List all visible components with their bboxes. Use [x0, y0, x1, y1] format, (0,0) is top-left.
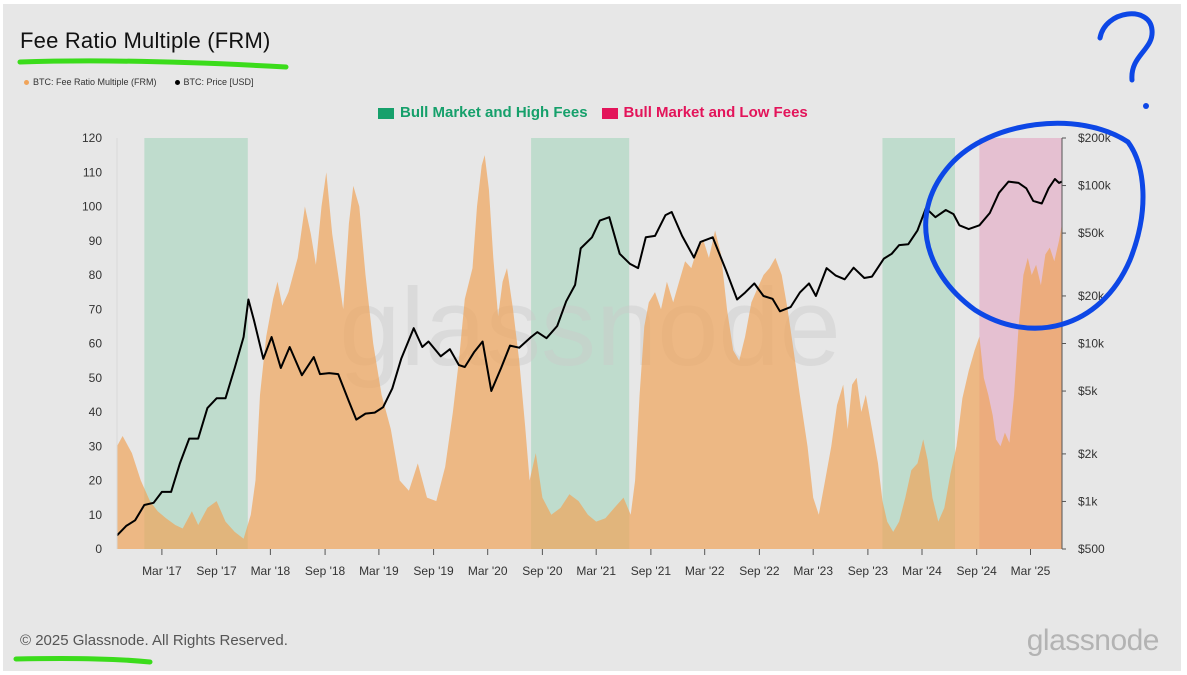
regime-region-1 [531, 138, 630, 549]
x-tick-label: Mar '18 [251, 564, 291, 578]
y-left-tick-label: 30 [89, 439, 103, 453]
x-tick-label: Sep '18 [305, 564, 346, 578]
x-tick-label: Mar '17 [142, 564, 182, 578]
regime-legend-high-fees: Bull Market and High Fees [378, 104, 588, 121]
chart-title: Fee Ratio Multiple (FRM) [20, 28, 271, 53]
question-mark-annotation [1097, 11, 1155, 83]
x-tick-label: Sep '21 [631, 564, 672, 578]
underline-footer-annotation [13, 655, 153, 665]
y-right-tick-label: $2k [1078, 447, 1098, 461]
y-left-tick-label: 10 [89, 508, 103, 522]
legend-label-price: BTC: Price [USD] [183, 77, 254, 87]
x-tick-label: Sep '20 [522, 564, 563, 578]
y-right-tick-label: $500 [1078, 542, 1105, 556]
y-left-tick-label: 70 [89, 302, 103, 316]
y-right-tick-label: $20k [1078, 289, 1105, 303]
regime-label-high-fees: Bull Market and High Fees [400, 104, 588, 121]
question-dot-annotation [1143, 103, 1149, 109]
legend-item-frm[interactable]: BTC: Fee Ratio Multiple (FRM) [24, 77, 157, 87]
y-right-tick-label: $10k [1078, 337, 1105, 351]
regime-legend-low-fees: Bull Market and Low Fees [601, 104, 808, 121]
regime-label-low-fees: Bull Market and Low Fees [623, 104, 808, 121]
regime-swatch-low-fees [601, 107, 618, 119]
highlight-circle-annotation [923, 120, 1146, 331]
y-left-tick-label: 50 [89, 371, 103, 385]
y-left-tick-label: 60 [89, 337, 103, 351]
legend-label-frm: BTC: Fee Ratio Multiple (FRM) [33, 77, 157, 87]
y-left-tick-label: 110 [83, 165, 102, 179]
y-left-tick-label: 90 [89, 234, 103, 248]
x-tick-label: Mar '21 [576, 564, 616, 578]
regime-region-0 [144, 138, 248, 549]
regime-swatch-high-fees [378, 107, 394, 119]
y-right-tick-label: $50k [1078, 226, 1105, 240]
legend-dot-price [174, 79, 180, 85]
underline-title-annotation [17, 58, 289, 70]
price-line [116, 178, 1063, 537]
y-right-tick-label: $1k [1078, 494, 1098, 508]
x-tick-label: Mar '24 [902, 564, 942, 578]
y-right-tick-label: $200k [1078, 131, 1112, 145]
x-tick-label: Sep '22 [739, 564, 780, 578]
x-tick-label: Mar '22 [685, 564, 725, 578]
price-series [116, 178, 1063, 537]
y-left-tick-label: 100 [82, 200, 102, 214]
x-tick-label: Mar '25 [1011, 564, 1051, 578]
y-left-tick-label: 0 [95, 542, 102, 556]
x-tick-label: Mar '23 [793, 564, 833, 578]
legend-dot-frm [24, 79, 29, 85]
x-tick-label: Sep '24 [957, 564, 998, 578]
x-tick-label: Sep '19 [413, 564, 454, 578]
y-left-tick-label: 20 [89, 474, 103, 488]
x-tick-label: Sep '17 [196, 564, 237, 578]
y-left-tick-label: 40 [89, 405, 103, 419]
x-tick-label: Sep '23 [848, 564, 889, 578]
series-legend: BTC: Fee Ratio Multiple (FRM) BTC: Price… [24, 77, 254, 87]
x-tick-label: Mar '20 [468, 564, 508, 578]
brand-logo: glassnode [1026, 624, 1160, 657]
y-left-tick-label: 120 [82, 131, 102, 145]
y-right-tick-label: $100k [1078, 179, 1112, 193]
axes: 0 10 20 30 40 50 60 70 80 90 100 110 120 $500 $1k $2k $5… [82, 131, 1112, 578]
legend-item-price[interactable]: BTC: Price [USD] [174, 77, 254, 87]
x-tick-label: Mar '19 [359, 564, 399, 578]
annotation-marks [13, 11, 1155, 665]
regime-legend: Bull Market and High Fees Bull Market an… [378, 104, 808, 121]
frm-area [117, 155, 1062, 549]
y-left-tick-label: 80 [89, 268, 103, 282]
y-right-tick-label: $5k [1078, 384, 1098, 398]
frm-series [117, 155, 1062, 549]
copyright-footer: © 2025 Glassnode. All Rights Reserved. [20, 632, 288, 649]
